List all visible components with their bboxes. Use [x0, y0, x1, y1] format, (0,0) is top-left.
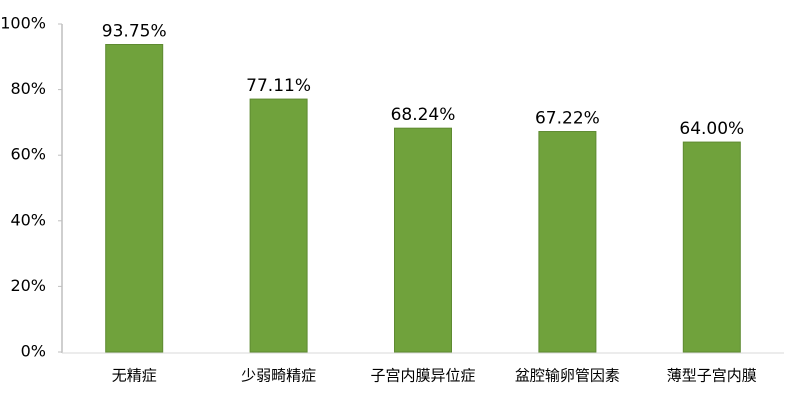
x-tick-label: 少弱畸精症	[241, 367, 316, 385]
x-tick-label: 无精症	[112, 367, 157, 385]
x-tick-label: 子宫内膜异位症	[370, 367, 475, 385]
data-label: 68.24%	[391, 105, 456, 125]
data-label: 77.11%	[246, 76, 311, 96]
y-tick-label: 40%	[10, 210, 46, 229]
x-tick-label: 盆腔输卵管因素	[515, 367, 620, 385]
y-tick-label: 60%	[10, 145, 46, 164]
data-label: 67.22%	[535, 109, 600, 129]
bar	[394, 127, 452, 353]
bar	[538, 131, 597, 353]
data-label: 64.00%	[679, 119, 744, 139]
bar	[105, 44, 164, 353]
y-tick-label: 80%	[10, 79, 46, 98]
y-tick-label: 0%	[21, 342, 46, 361]
y-tick-label: 20%	[10, 276, 46, 295]
data-label: 93.75%	[102, 22, 167, 42]
y-tick-label: 100%	[0, 14, 46, 33]
bar	[249, 98, 308, 353]
x-tick-label: 薄型子宫内膜	[667, 367, 757, 385]
bar	[682, 141, 741, 353]
